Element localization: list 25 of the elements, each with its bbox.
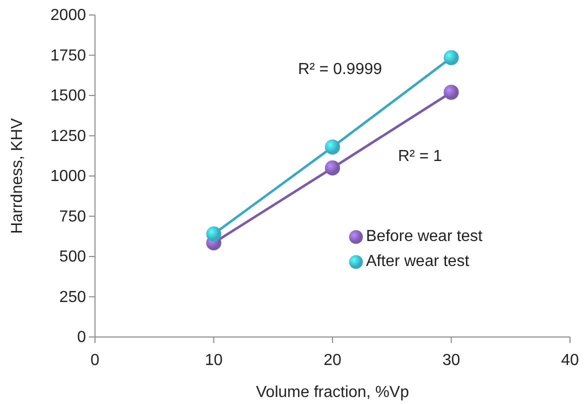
y-tick-label: 1750	[50, 47, 86, 64]
x-tick-label: 30	[442, 352, 460, 370]
point	[324, 139, 340, 155]
legend-label: After wear test	[366, 253, 470, 270]
legend-label: Before wear test	[366, 228, 484, 246]
y-axis-title: Harrdness, KHV	[9, 118, 26, 234]
x-tick-label: 20	[324, 352, 342, 370]
x-tick-label: 10	[204, 352, 223, 370]
y-tick-label: 2000	[50, 7, 86, 24]
y-tick-label: 250	[59, 288, 86, 306]
y-tick-label: 1500	[50, 88, 86, 105]
point	[206, 226, 222, 242]
point	[324, 160, 340, 176]
annotation: R² = 0.9999	[298, 61, 382, 78]
x-tick-label: 0	[90, 352, 100, 370]
y-tick-label: 0	[77, 329, 86, 346]
y-tick-label: 1250	[50, 128, 86, 145]
x-tick-label: 40	[561, 352, 579, 370]
y-tick-label: 750	[59, 208, 86, 226]
y-tick-label: 500	[59, 248, 86, 266]
y-tick-label: 1000	[50, 168, 86, 186]
x-axis-title: Volume fraction, %Vp	[256, 384, 410, 401]
point	[444, 50, 459, 66]
point	[444, 84, 459, 100]
annotation: R² = 1	[398, 148, 442, 166]
